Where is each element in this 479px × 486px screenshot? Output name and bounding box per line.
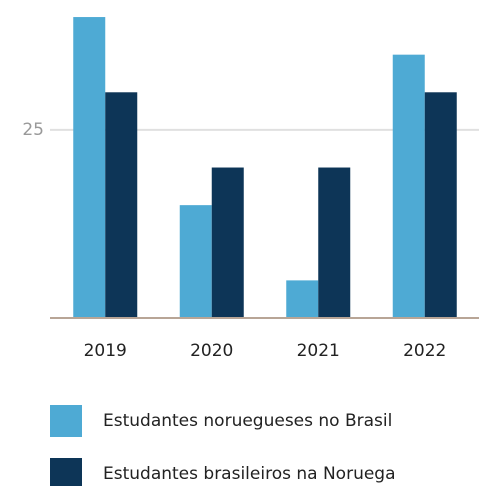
legend-label: Estudantes noruegueses no Brasil — [103, 411, 392, 431]
bar — [105, 92, 138, 319]
bar — [286, 280, 319, 318]
bar — [179, 205, 212, 318]
x-tick-label: 2019 — [84, 341, 127, 361]
legend-swatch — [50, 458, 82, 486]
x-tick-label: 2022 — [403, 341, 446, 361]
bar — [211, 167, 244, 318]
bar — [73, 17, 106, 319]
y-tick-label: 25 — [22, 120, 44, 140]
x-tick-label: 2020 — [190, 341, 233, 361]
bar — [424, 92, 457, 319]
bar — [318, 167, 351, 318]
x-tick-label: 2021 — [297, 341, 340, 361]
bar — [392, 54, 425, 319]
legend-swatch — [50, 405, 82, 437]
legend-label: Estudantes brasileiros na Noruega — [103, 464, 396, 484]
